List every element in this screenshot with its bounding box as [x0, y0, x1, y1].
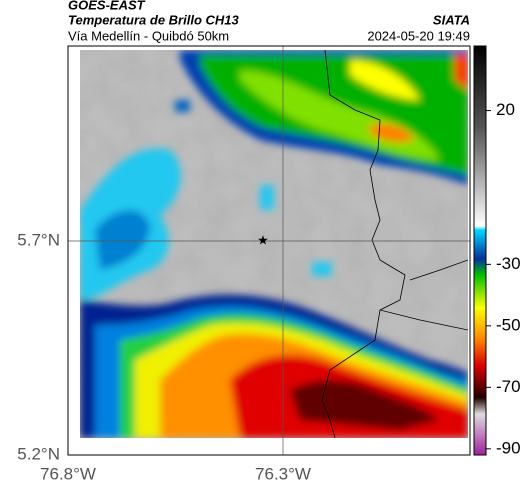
source: GOES-EAST	[68, 0, 146, 12]
agency: SIATA	[433, 12, 470, 27]
colorbar-tick-label: 20	[496, 100, 515, 119]
lat-label: 5.2°N	[17, 444, 60, 463]
colorbar-tick-label: -50	[496, 315, 521, 334]
colorbar-tick-label: -70	[496, 377, 521, 396]
star-marker: ★	[257, 232, 269, 247]
lon-label: 76.3°W	[255, 464, 311, 483]
timestamp: 2024-05-20 19:49	[367, 28, 470, 43]
colorbar	[473, 45, 487, 456]
lon-label: 76.8°W	[40, 464, 96, 483]
title: Temperatura de Brillo CH13	[68, 12, 240, 27]
satellite-image	[80, 50, 468, 438]
subtitle: Vía Medellín - Quibdó 50km	[68, 28, 229, 43]
colorbar-tick-label: -30	[496, 254, 521, 273]
colorbar-tick-label: -90	[496, 438, 521, 457]
colorbar-ticks: 20 -30 -50 -70 -90	[486, 100, 521, 457]
map-frame	[67, 45, 471, 456]
lat-label: 5.7°N	[17, 230, 60, 249]
